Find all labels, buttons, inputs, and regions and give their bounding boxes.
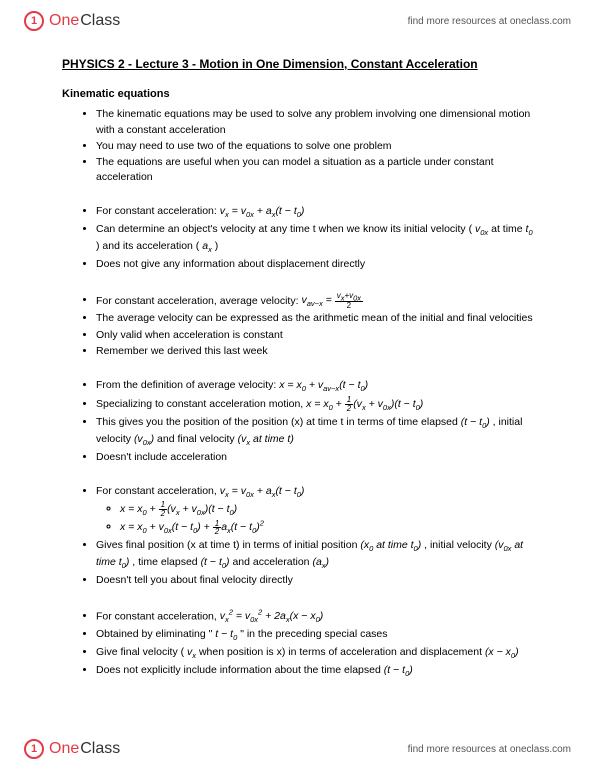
page-header: One Class find more resources at oneclas… [0, 0, 595, 42]
equation: vx = v0x + ax(t − t0) [220, 205, 305, 217]
text: This gives you the position of the posit… [96, 416, 461, 428]
list-item: Obtained by eliminating " t − t0 " in th… [96, 627, 539, 644]
list-item: For constant acceleration: vx = v0x + ax… [96, 204, 539, 221]
math-var: (x0 at time t0) [360, 539, 421, 551]
equation: x = x0 + 12(vx + v0x)(t − t0) [306, 398, 423, 410]
text: , initial velocity [424, 539, 495, 551]
list-item: Does not give any information about disp… [96, 257, 539, 272]
text: For constant acceleration: [96, 205, 220, 217]
list-item: For constant acceleration, vx = v0x + ax… [96, 484, 539, 537]
math-var: (t − t0) [461, 416, 490, 428]
text: " in the preceding special cases [240, 628, 387, 640]
math-var: (v0x) [134, 433, 154, 445]
math-var: (t − t0) [384, 664, 413, 676]
bullet-group-5: For constant acceleration, vx = v0x + ax… [62, 484, 539, 588]
math-var: t0 [526, 223, 533, 235]
text: when position is x) in terms of accelera… [199, 646, 485, 658]
math-var: ax [202, 240, 212, 252]
list-item: Give final velocity ( vx when position i… [96, 645, 539, 662]
math-var: vx [187, 646, 196, 658]
math-var: t − t0 [215, 628, 237, 640]
list-item: For constant acceleration, vx2 = v0x2 + … [96, 608, 539, 626]
list-item: Specializing to constant acceleration mo… [96, 396, 539, 414]
brand-text-1: One [49, 12, 79, 30]
brand-logo-footer: One Class [24, 739, 120, 759]
equation: vx = v0x + ax(t − t0) [220, 485, 305, 497]
text: , time elapsed [132, 556, 200, 568]
math-var: (ax) [312, 556, 329, 568]
equation: x = x0 + vav−x(t − t0) [279, 379, 368, 391]
document-title: PHYSICS 2 - Lecture 3 - Motion in One Di… [62, 56, 539, 73]
bullet-group-4: From the definition of average velocity:… [62, 378, 539, 465]
document-body: PHYSICS 2 - Lecture 3 - Motion in One Di… [62, 56, 539, 714]
list-item: The equations are useful when you can mo… [96, 155, 539, 185]
math-var: v0x [475, 223, 488, 235]
text: Gives final position (x at time t) in te… [96, 539, 360, 551]
list-item: The average velocity can be expressed as… [96, 311, 539, 326]
brand-icon [24, 11, 44, 31]
brand-logo: One Class [24, 11, 120, 31]
text: For constant acceleration, [96, 610, 220, 622]
brand-icon [24, 739, 44, 759]
list-item: Can determine an object's velocity at an… [96, 222, 539, 256]
math-var: (t − t0) [201, 556, 230, 568]
brand-text-1: One [49, 740, 79, 758]
list-item: Doesn't tell you about final velocity di… [96, 573, 539, 588]
text: Obtained by eliminating " [96, 628, 215, 640]
list-item: For constant acceleration, average veloc… [96, 292, 539, 311]
list-item: Doesn't include acceleration [96, 450, 539, 465]
equation: x = x0 + v0x(t − t0) + 12ax(t − t0)2 [120, 521, 264, 533]
bullet-group-3: For constant acceleration, average veloc… [62, 292, 539, 360]
brand-text-2: Class [80, 12, 120, 30]
list-item: You may need to use two of the equations… [96, 139, 539, 154]
list-item: Remember we derived this last week [96, 344, 539, 359]
bullet-group-1: The kinematic equations may be used to s… [62, 107, 539, 185]
equation: vx2 = v0x2 + 2ax(x − x0) [220, 610, 324, 622]
footer-resources-link[interactable]: find more resources at oneclass.com [408, 744, 571, 755]
list-item: Only valid when acceleration is constant [96, 328, 539, 343]
list-item: x = x0 + 12(vx + v0x)(t − t0) [120, 501, 539, 519]
text: Specializing to constant acceleration mo… [96, 398, 306, 410]
bullet-group-6: For constant acceleration, vx2 = v0x2 + … [62, 608, 539, 680]
equation: x = x0 + 12(vx + v0x)(t − t0) [120, 503, 237, 515]
list-item: From the definition of average velocity:… [96, 378, 539, 395]
text: and acceleration [232, 556, 312, 568]
header-resources-link[interactable]: find more resources at oneclass.com [408, 16, 571, 27]
list-item: The kinematic equations may be used to s… [96, 107, 539, 137]
text: and final velocity [157, 433, 238, 445]
list-item: This gives you the position of the posit… [96, 415, 539, 449]
text: For constant acceleration, average veloc… [96, 294, 301, 306]
text: For constant acceleration, [96, 485, 220, 497]
text: ) and its acceleration ( [96, 240, 202, 252]
text: at time [491, 223, 525, 235]
list-item: Does not explicitly include information … [96, 663, 539, 680]
text: Give final velocity ( [96, 646, 187, 658]
text: ) [215, 240, 219, 252]
bullet-group-2: For constant acceleration: vx = v0x + ax… [62, 204, 539, 272]
text: Can determine an object's velocity at an… [96, 223, 475, 235]
math-var: (x − x0) [485, 646, 519, 658]
sub-list: x = x0 + 12(vx + v0x)(t − t0) x = x0 + v… [96, 501, 539, 537]
fraction: vx+v0x2 [335, 292, 363, 310]
list-item: x = x0 + v0x(t − t0) + 12ax(t − t0)2 [120, 519, 539, 537]
math-var: (vx at time t) [238, 433, 294, 445]
equation: vav−x = [301, 294, 334, 306]
page-footer: One Class find more resources at oneclas… [0, 728, 595, 770]
list-item: Gives final position (x at time t) in te… [96, 538, 539, 572]
section-heading: Kinematic equations [62, 87, 539, 103]
text: Does not explicitly include information … [96, 664, 384, 676]
brand-text-2: Class [80, 740, 120, 758]
text: From the definition of average velocity: [96, 379, 279, 391]
